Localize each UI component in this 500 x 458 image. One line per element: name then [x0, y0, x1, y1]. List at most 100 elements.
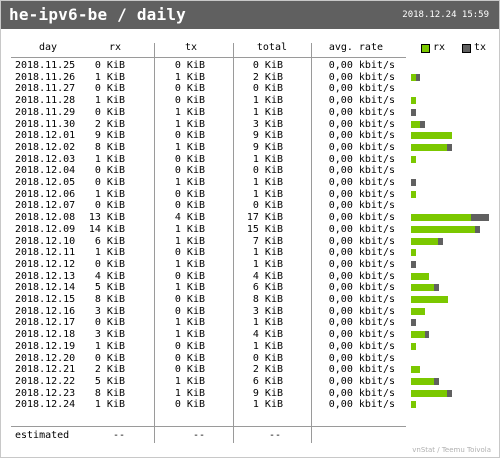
row-rx: 1 KiB — [94, 153, 125, 165]
row-tx: 1 KiB — [174, 387, 205, 399]
row-total: 4 KiB — [252, 329, 283, 341]
rx-bar — [411, 225, 475, 233]
row-tx: 0 KiB — [174, 165, 205, 177]
tx-bar — [425, 331, 429, 339]
row-tx: 1 KiB — [174, 223, 205, 235]
rx-bar — [411, 272, 429, 280]
generated-timestamp: 2018.12.24 15:59 — [402, 10, 489, 20]
row-day: 2018.12.09 — [15, 223, 76, 235]
row-rate: 0,00 kbit/s — [328, 294, 395, 305]
row-day: 2018.12.07 — [15, 200, 76, 212]
row-tx: 1 KiB — [174, 375, 205, 387]
row-tx: 0 KiB — [174, 270, 205, 282]
row-rx: 2 KiB — [94, 364, 125, 376]
row-tx: 1 KiB — [174, 235, 205, 247]
column-divider-2 — [233, 43, 234, 443]
rx-bar — [411, 342, 416, 350]
tx-bar — [411, 179, 416, 186]
row-total: 2 KiB — [252, 71, 283, 83]
row-total: 6 KiB — [252, 282, 283, 294]
row-day: 2018.11.28 — [15, 95, 76, 107]
row-total: 1 KiB — [252, 177, 283, 188]
row-day: 2018.12.16 — [15, 305, 76, 317]
rx-bar — [411, 97, 416, 105]
row-rate: 0,00 kbit/s — [328, 95, 395, 107]
rx-bar — [411, 249, 416, 257]
interface-title: he-ipv6-be / daily — [9, 5, 186, 24]
tx-bar — [411, 319, 416, 327]
row-total: 6 KiB — [252, 375, 283, 387]
row-total: 0 KiB — [252, 200, 283, 212]
header-separator — [11, 57, 406, 58]
rx-bar — [411, 307, 425, 315]
row-rx: 1 KiB — [94, 340, 125, 352]
row-total: 15 KiB — [246, 223, 283, 235]
row-rx: 0 KiB — [94, 258, 125, 270]
rx-bar — [411, 331, 425, 339]
row-rate: 0,00 kbit/s — [328, 375, 395, 387]
row-tx: 0 KiB — [174, 399, 205, 411]
row-tx: 0 KiB — [174, 153, 205, 165]
rx-bar — [411, 366, 420, 374]
row-total: 1 KiB — [252, 258, 283, 270]
row-tx: 0 KiB — [174, 247, 205, 259]
row-total: 1 KiB — [252, 340, 283, 352]
row-total: 0 KiB — [252, 83, 283, 95]
row-rx: 14 KiB — [88, 223, 125, 235]
row-day: 2018.12.08 — [15, 212, 76, 224]
row-rate: 0,00 kbit/s — [328, 188, 395, 200]
row-day: 2018.12.19 — [15, 340, 76, 352]
column-divider-3 — [311, 43, 312, 443]
row-day: 2018.12.20 — [15, 352, 76, 364]
row-day: 2018.11.26 — [15, 71, 76, 83]
row-rate: 0,00 kbit/s — [328, 223, 395, 235]
row-tx: 4 KiB — [174, 212, 205, 224]
rx-bar — [411, 401, 416, 409]
row-rate: 0,00 kbit/s — [328, 270, 395, 282]
row-day: 2018.11.30 — [15, 118, 76, 130]
row-total: 1 KiB — [252, 317, 283, 329]
row-rx: 1 KiB — [94, 399, 125, 411]
row-rate: 0,00 kbit/s — [328, 60, 395, 71]
row-day: 2018.12.18 — [15, 329, 76, 341]
row-rate: 0,00 kbit/s — [328, 212, 395, 224]
row-total: 7 KiB — [252, 235, 283, 247]
row-day: 2018.12.01 — [15, 130, 76, 142]
footer-credit: vnStat / Teemu Toivola — [412, 446, 491, 454]
row-day: 2018.11.25 — [15, 60, 76, 71]
row-rate: 0,00 kbit/s — [328, 235, 395, 247]
row-day: 2018.12.22 — [15, 375, 76, 387]
legend-tx-label: tx — [474, 42, 487, 53]
row-rate: 0,00 kbit/s — [328, 364, 395, 376]
tx-bar — [447, 389, 452, 397]
column-divider-1 — [154, 43, 155, 443]
row-tx: 0 KiB — [174, 83, 205, 95]
row-day: 2018.12.15 — [15, 294, 76, 305]
rx-bar — [411, 389, 447, 397]
row-rx: 3 KiB — [94, 305, 125, 317]
legend-tx-swatch — [462, 44, 471, 53]
row-total: 8 KiB — [252, 294, 283, 305]
rx-bar — [411, 214, 471, 222]
row-total: 2 KiB — [252, 364, 283, 376]
row-tx: 0 KiB — [174, 188, 205, 200]
row-tx: 1 KiB — [174, 71, 205, 83]
row-rx: 2 KiB — [94, 118, 125, 130]
row-day: 2018.12.14 — [15, 282, 76, 294]
estimated-tx: -- — [192, 430, 205, 441]
row-day: 2018.12.23 — [15, 387, 76, 399]
row-day: 2018.12.02 — [15, 141, 76, 153]
row-rx: 0 KiB — [94, 177, 125, 188]
title-bar: he-ipv6-be / daily 2018.12.24 15:59 — [1, 1, 499, 29]
estimated-label: estimated — [15, 430, 70, 441]
row-rate: 0,00 kbit/s — [328, 71, 395, 83]
row-rate: 0,00 kbit/s — [328, 200, 395, 212]
row-total: 9 KiB — [252, 141, 283, 153]
row-rate: 0,00 kbit/s — [328, 329, 395, 341]
row-rate: 0,00 kbit/s — [328, 153, 395, 165]
row-rx: 5 KiB — [94, 375, 125, 387]
column-header-rx: rx — [108, 42, 121, 53]
row-rx: 6 KiB — [94, 235, 125, 247]
row-tx: 0 KiB — [174, 340, 205, 352]
row-rx: 1 KiB — [94, 71, 125, 83]
